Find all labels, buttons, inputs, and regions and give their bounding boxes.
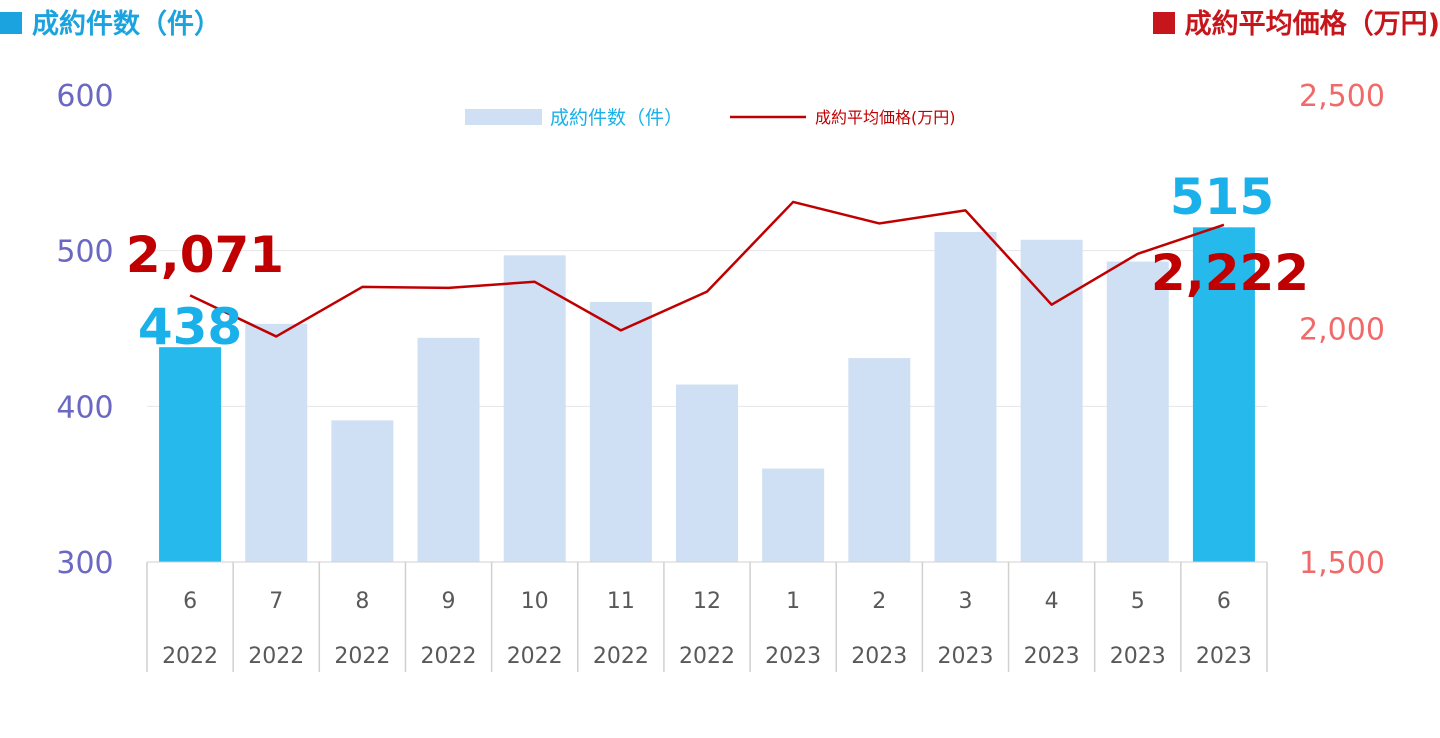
x-tick-label-month: 2 [872, 589, 886, 614]
first-price-label: 2,071 [126, 226, 284, 284]
x-tick-label-year: 2022 [421, 644, 477, 669]
bar [762, 468, 825, 562]
x-tick-label-month: 10 [521, 589, 549, 614]
axes: 600 500 400 300 2,500 2,000 1,500 6 2022 7 2022 8 20… [56, 79, 1385, 672]
x-tick-label-month: 4 [1045, 589, 1059, 614]
left-axis-title: 成約件数（件） [0, 2, 221, 41]
right-axis-tick-label: 2,000 [1299, 313, 1385, 348]
x-tick-label-year: 2022 [593, 644, 649, 669]
legend: 成約件数（件） 成約平均価格(万円) [465, 107, 956, 129]
left-axis-tick-label: 400 [56, 390, 113, 425]
x-tick-label-year: 2023 [1110, 644, 1166, 669]
price-line [189, 200, 1225, 338]
bar [848, 358, 911, 562]
right-axis-title-text: 成約平均価格（万円) [1184, 9, 1440, 40]
x-tick-label-year: 2023 [1024, 644, 1080, 669]
left-axis-tick-label: 600 [56, 79, 113, 114]
x-tick-label-year: 2022 [162, 644, 218, 669]
bar [1020, 239, 1083, 562]
legend-bar-label: 成約件数（件） [550, 107, 683, 129]
left-title-square-icon [0, 12, 22, 34]
x-tick-label-month: 12 [693, 589, 721, 614]
bar [417, 337, 480, 562]
x-tick-label-year: 2023 [1196, 644, 1252, 669]
x-tick-label-year: 2022 [334, 644, 390, 669]
data-labels: 2,071 438 515 2,222 [126, 168, 1309, 356]
x-tick-label-month: 6 [1217, 589, 1231, 614]
bar [676, 384, 738, 562]
bar [934, 231, 997, 562]
bar [503, 255, 566, 562]
bar-highlight [1192, 227, 1255, 563]
right-axis-tick-label: 1,500 [1299, 546, 1385, 581]
bar-highlight [159, 347, 222, 562]
x-tick-label-year: 2023 [851, 644, 907, 669]
line-series [189, 200, 1225, 338]
x-tick-label-month: 8 [355, 589, 369, 614]
right-title-square-icon [1152, 12, 1175, 34]
x-tick-label-month: 1 [786, 589, 800, 614]
bar-series [159, 227, 1255, 563]
x-tick-label-year: 2023 [937, 644, 993, 669]
x-tick-label-month: 7 [269, 589, 283, 614]
legend-line-label: 成約平均価格(万円) [815, 108, 956, 127]
left-axis-title-text: 成約件数（件） [32, 9, 221, 40]
bar [589, 302, 652, 562]
x-tick-label-year: 2022 [248, 644, 304, 669]
bar [1106, 261, 1169, 562]
first-count-label: 438 [138, 298, 242, 356]
legend-bar-swatch [465, 109, 542, 125]
bar [245, 323, 308, 562]
bar [331, 420, 394, 562]
right-axis-tick-label: 2,500 [1299, 79, 1385, 114]
x-tick-label-month: 11 [607, 589, 635, 614]
x-tick-label-year: 2023 [765, 644, 821, 669]
x-tick-label-month: 5 [1131, 589, 1145, 614]
last-count-label: 515 [1170, 168, 1274, 226]
left-axis-tick-label: 500 [56, 235, 113, 270]
x-tick-label-month: 6 [183, 589, 197, 614]
right-axis-title: 成約平均価格（万円) [1152, 2, 1440, 41]
x-tick-label-year: 2022 [507, 644, 563, 669]
x-tick-label-year: 2022 [679, 644, 735, 669]
x-tick-label-month: 3 [958, 589, 972, 614]
x-tick-label-month: 9 [442, 589, 456, 614]
left-axis-tick-label: 300 [56, 546, 113, 581]
last-price-label: 2,222 [1151, 244, 1309, 302]
gridlines [147, 250, 1267, 407]
